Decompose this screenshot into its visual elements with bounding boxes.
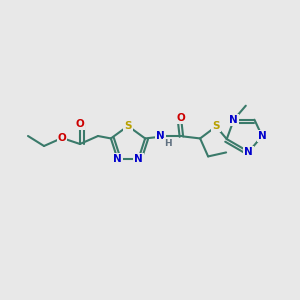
Text: N: N: [134, 154, 143, 164]
Text: S: S: [212, 122, 220, 131]
Text: N: N: [230, 115, 238, 125]
Text: O: O: [58, 133, 66, 143]
Text: N: N: [244, 147, 253, 157]
Text: N: N: [258, 131, 266, 141]
Text: N: N: [156, 131, 164, 141]
Text: O: O: [177, 113, 185, 123]
Text: H: H: [164, 139, 172, 148]
Text: S: S: [124, 121, 132, 131]
Text: N: N: [113, 154, 122, 164]
Text: O: O: [76, 119, 84, 129]
